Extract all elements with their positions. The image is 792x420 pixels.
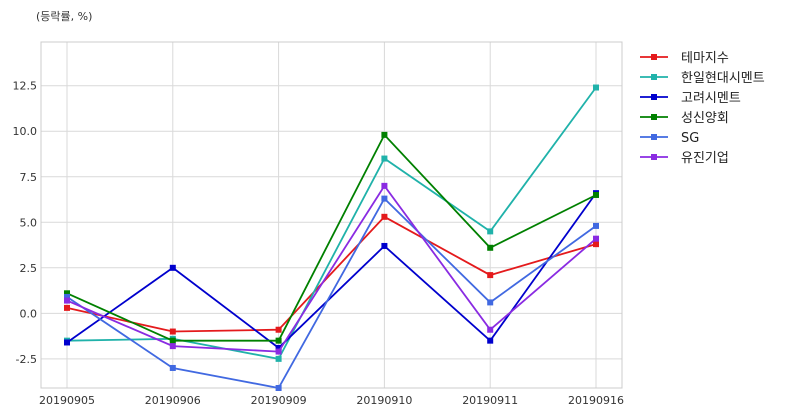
data-point	[275, 348, 282, 355]
data-point	[275, 385, 282, 391]
legend-label: SG	[681, 131, 699, 146]
legend-label: 한일현대시멘트	[681, 71, 765, 86]
x-tick-label: 20190911	[462, 394, 518, 407]
data-point	[275, 326, 282, 333]
series-line	[66, 215, 597, 333]
legend-marker	[651, 114, 657, 120]
legend-marker	[651, 154, 657, 160]
data-point	[64, 339, 70, 346]
y-tick-label: 12.5	[13, 80, 38, 93]
data-point	[487, 244, 494, 251]
unit-label: (등락률, %)	[36, 10, 93, 23]
data-point	[169, 364, 176, 371]
y-tick-label: 7.5	[20, 171, 38, 184]
data-point	[381, 131, 388, 138]
data-point	[64, 290, 70, 297]
data-point	[593, 84, 599, 91]
data-point	[64, 304, 70, 311]
data-point	[593, 191, 599, 198]
x-tick-label: 20190910	[356, 394, 412, 407]
series-line	[66, 197, 597, 390]
data-point	[169, 328, 176, 335]
y-tick-label: 2.5	[20, 262, 38, 275]
data-point	[381, 242, 388, 249]
data-point	[487, 326, 494, 333]
plot-area	[41, 42, 622, 388]
data-point	[593, 222, 599, 229]
y-tick-label: 5.0	[20, 216, 38, 229]
legend-marker	[651, 74, 657, 80]
data-point	[169, 337, 176, 344]
data-point	[64, 293, 70, 300]
plot-border	[40, 41, 623, 389]
legend-label: 유진기업	[681, 151, 729, 166]
data-point	[275, 337, 282, 344]
x-tick-label: 20190906	[145, 394, 201, 407]
x-tick-label: 20190905	[39, 394, 95, 407]
data-point	[381, 213, 388, 220]
data-point	[275, 344, 282, 351]
legend-label: 테마지수	[681, 51, 729, 66]
legend-marker	[651, 94, 657, 100]
legend-marker	[651, 54, 657, 60]
series-line	[66, 192, 597, 350]
data-point	[64, 297, 70, 304]
x-tick-label: 20190909	[251, 394, 307, 407]
data-point	[487, 337, 494, 344]
data-point	[275, 355, 282, 362]
data-point	[487, 272, 494, 279]
x-tick-label: 20190916	[568, 394, 624, 407]
data-point	[169, 264, 176, 271]
data-point	[169, 343, 176, 350]
y-tick-label: 10.0	[13, 125, 38, 138]
legend-marker	[651, 134, 657, 140]
y-tick-label: -2.5	[16, 353, 37, 366]
series-line	[66, 184, 597, 353]
legend-label: 고려시멘트	[681, 91, 741, 106]
data-point	[381, 195, 388, 202]
legend-label: 성신양회	[681, 111, 729, 126]
series-line	[66, 133, 597, 342]
data-point	[381, 155, 388, 162]
data-point	[593, 235, 599, 242]
data-point	[593, 241, 599, 248]
data-point	[487, 228, 494, 235]
data-point	[487, 299, 494, 306]
y-tick-label: 0.0	[20, 307, 38, 320]
data-point	[381, 182, 388, 189]
